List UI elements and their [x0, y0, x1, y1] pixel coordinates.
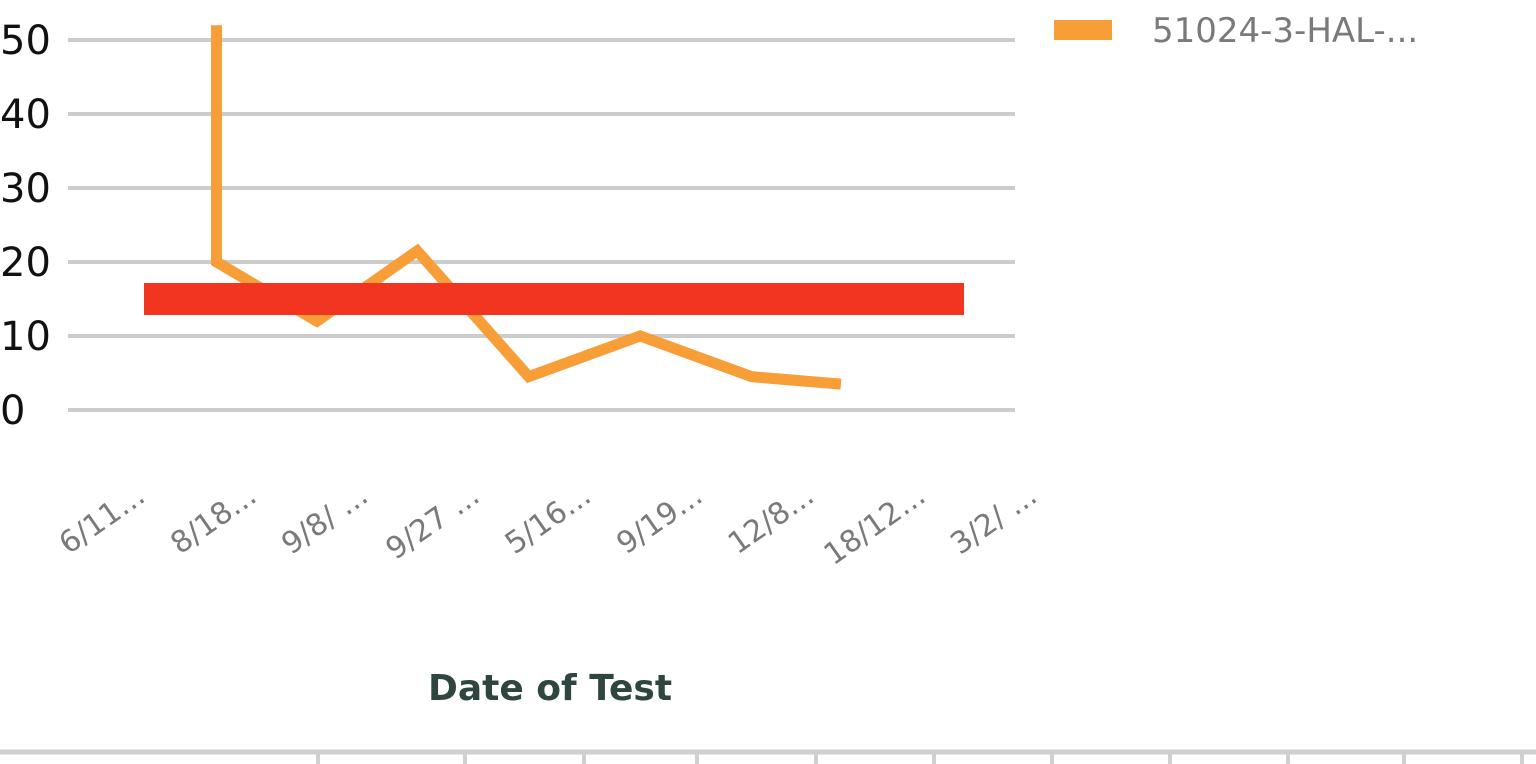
bottom-frame: [0, 749, 1536, 764]
y-axis-ticks: 0 10 20 30 40 50: [0, 18, 51, 434]
legend-label: 51024-3-HAL-...: [1152, 11, 1418, 51]
y-tick-label: 30: [0, 166, 51, 212]
legend-swatch: [1054, 20, 1112, 40]
gridlines: [68, 38, 1015, 412]
y-tick-label: 20: [0, 240, 51, 286]
y-tick-label: 40: [0, 92, 51, 138]
x-tick-label: 9/27 ...: [380, 478, 487, 567]
series-lines: [211, 25, 842, 390]
y-tick-label: 0: [0, 388, 25, 434]
x-tick-label: 9/8/ ...: [275, 478, 374, 562]
x-tick-label: 3/2/ ...: [944, 478, 1043, 562]
series-line: [211, 25, 842, 390]
x-tick-label: 18/12...: [818, 478, 932, 573]
y-tick-label: 50: [0, 18, 51, 64]
x-axis-ticks: 6/11... 8/18... 9/8/ ... 9/27 ... 5/16... 9/1…: [53, 478, 1044, 573]
x-tick-label: 5/16...: [499, 478, 598, 562]
x-tick-label: 9/19...: [610, 478, 709, 562]
x-tick-label: 6/11...: [53, 478, 152, 562]
x-tick-label: 12/8...: [722, 478, 821, 562]
x-axis-title: Date of Test: [428, 668, 672, 709]
legend: 51024-3-HAL-...: [1054, 11, 1418, 51]
x-tick-label: 8/18...: [164, 478, 263, 562]
y-tick-label: 10: [0, 314, 51, 360]
